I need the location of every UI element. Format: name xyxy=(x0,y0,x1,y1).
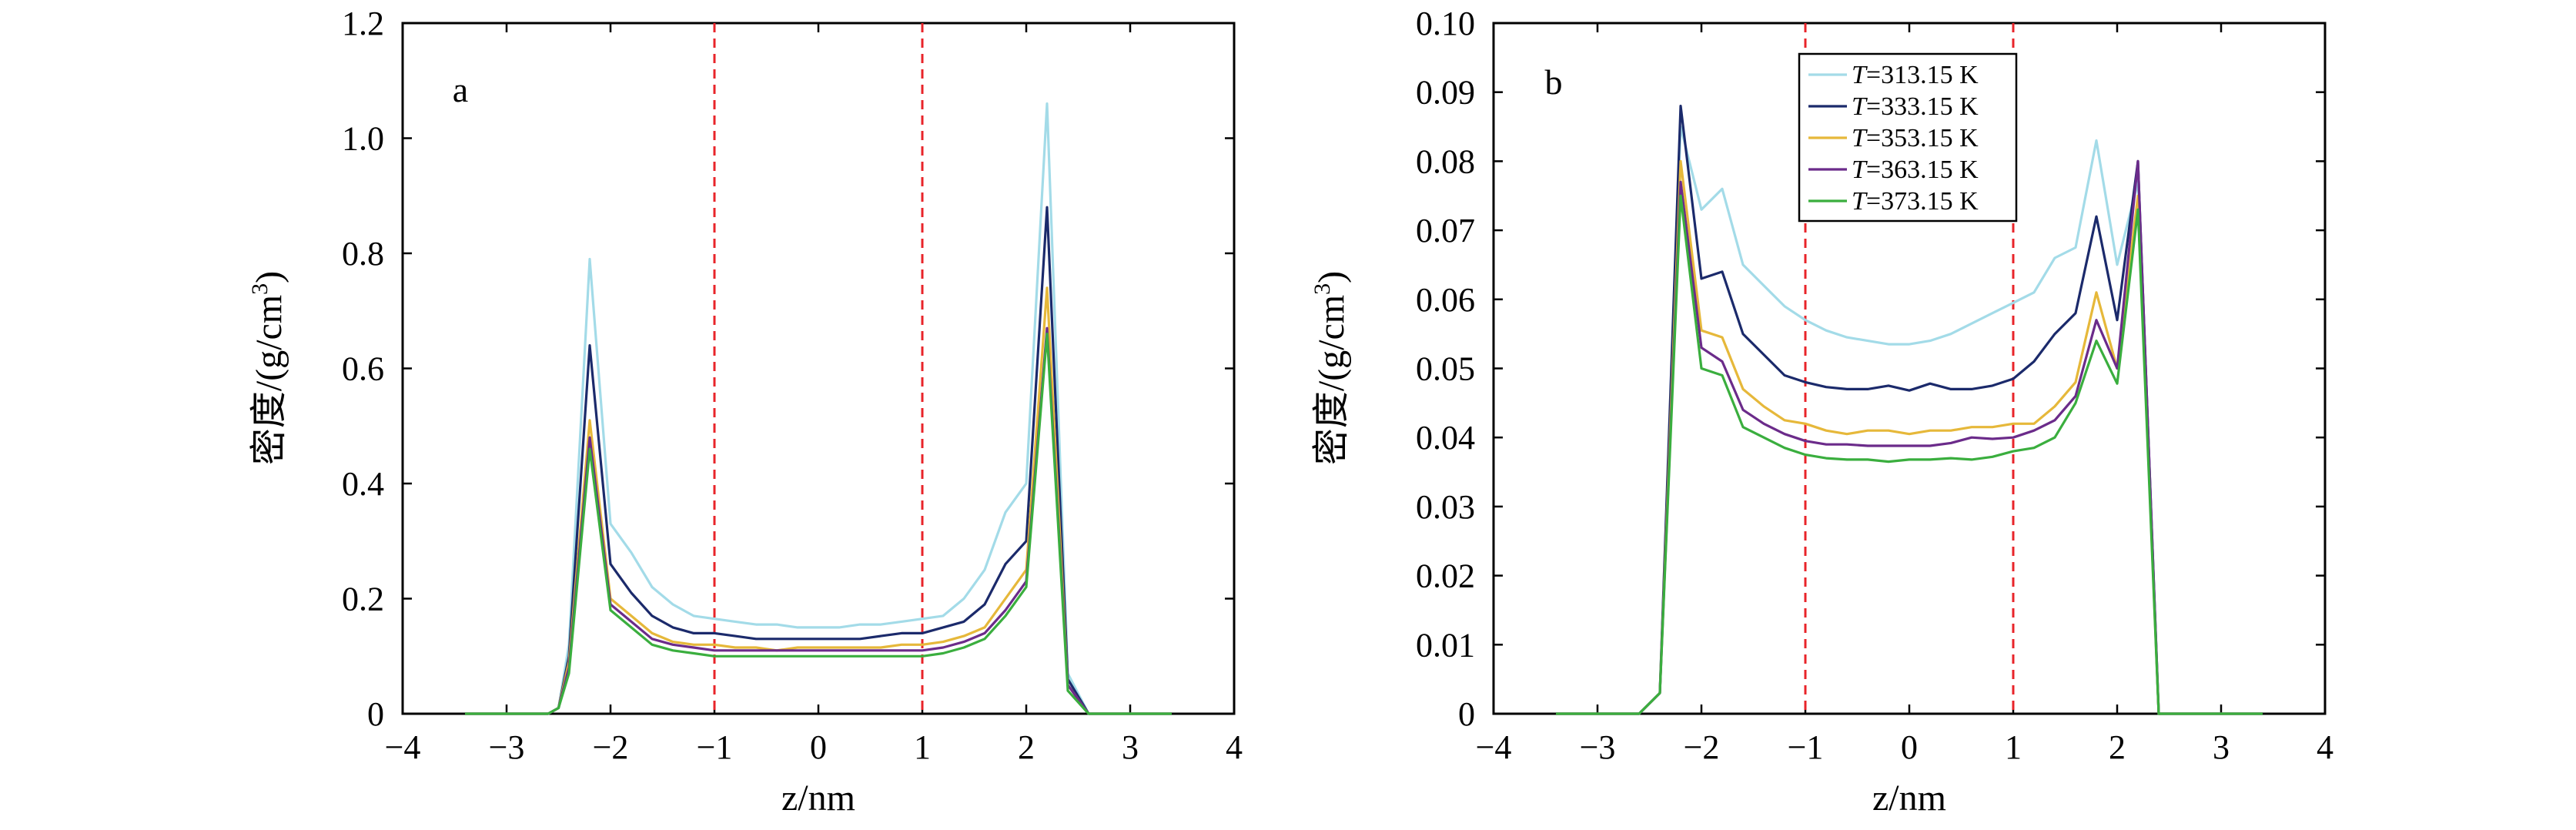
x-tick-label: 4 xyxy=(2317,728,2333,766)
chart-panel-a: −4 −3 −2 −1 0 1 2 3 4 0 0.2 0.4 0.6 0.8 1.0 1.2 z/nm 密度/(… xyxy=(247,5,1243,818)
x-tick-label: 2 xyxy=(1018,728,1035,766)
y-tick-label: 0.08 xyxy=(1416,142,1475,180)
legend: T=313.15 K T=333.15 K T=353.15 K T=363.15 K… xyxy=(1798,52,2018,223)
y-tick-label: 0.6 xyxy=(342,350,384,388)
y-tick-label: 0.4 xyxy=(342,465,384,503)
chart-panel-b: −4 −3 −2 −1 0 1 2 3 4 0 0.01 0.02 0.03 0.04 0.05 0.06 0.… xyxy=(1310,5,2333,818)
x-tick-label: −4 xyxy=(385,728,421,766)
y-tick-label: 1.2 xyxy=(342,5,384,42)
legend-entry-4: T=363.15 K xyxy=(1852,156,1979,184)
y-tick-label: 0.2 xyxy=(342,581,384,618)
x-tick-label: 0 xyxy=(810,728,827,766)
x-tick-label: −2 xyxy=(1684,728,1720,766)
y-tick-label: 0.01 xyxy=(1416,626,1475,664)
y-axis-label: 密度/(g/cm3) xyxy=(247,271,289,465)
series-line-5 xyxy=(1556,194,2263,715)
x-axis-label: z/nm xyxy=(781,778,855,818)
legend-entry-2: T=333.15 K xyxy=(1852,92,1979,121)
x-tick-label: 2 xyxy=(2109,728,2126,766)
x-tick-label: −3 xyxy=(1580,728,1616,766)
y-tick-label: 0.09 xyxy=(1416,74,1475,112)
x-tick-label: −1 xyxy=(697,728,733,766)
y-tick-label: 0.04 xyxy=(1416,419,1475,457)
panel-label: b xyxy=(1545,62,1563,102)
x-tick-label: 1 xyxy=(2005,728,2022,766)
x-tick-label: 0 xyxy=(1901,728,1918,766)
x-tick-label: −1 xyxy=(1788,728,1824,766)
y-axis-label: 密度/(g/cm3) xyxy=(1310,271,1352,465)
y-tick-label: 0 xyxy=(1458,695,1475,733)
x-tick-label: 1 xyxy=(914,728,931,766)
y-tick-label: 0.05 xyxy=(1416,350,1475,388)
series-line-5 xyxy=(465,333,1172,715)
plot-frame xyxy=(401,22,1236,715)
panel-label: a xyxy=(453,70,468,109)
y-tick-label: 0 xyxy=(367,695,384,733)
y-tick-label: 0.07 xyxy=(1416,212,1475,249)
legend-entry-5: T=373.15 K xyxy=(1852,187,1979,216)
y-tick-label: 0.03 xyxy=(1416,488,1475,526)
y-tick-label: 1.0 xyxy=(342,120,384,158)
y-tick-label: 0.02 xyxy=(1416,557,1475,595)
legend-entry-3: T=353.15 K xyxy=(1852,124,1979,152)
x-tick-label: 3 xyxy=(1122,728,1139,766)
x-tick-label: −3 xyxy=(489,728,525,766)
x-tick-label: −2 xyxy=(593,728,629,766)
x-tick-label: 4 xyxy=(1226,728,1243,766)
y-tick-label: 0.10 xyxy=(1416,5,1475,42)
y-tick-label: 0.06 xyxy=(1416,281,1475,319)
x-tick-label: 3 xyxy=(2213,728,2230,766)
series-line-1 xyxy=(465,102,1172,715)
y-tick-label: 0.8 xyxy=(342,235,384,273)
x-axis-label: z/nm xyxy=(1872,778,1946,818)
x-tick-label: −4 xyxy=(1476,728,1512,766)
legend-entry-1: T=313.15 K xyxy=(1852,61,1979,89)
